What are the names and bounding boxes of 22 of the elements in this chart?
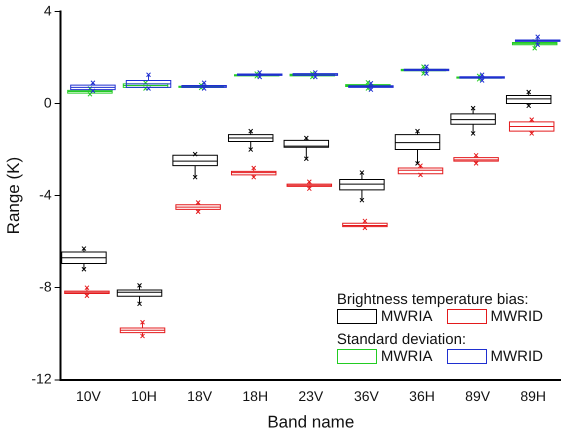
y-tick-label: -4	[39, 186, 52, 202]
legend-label: MWRID	[490, 308, 543, 325]
legend-label: MWRIA	[380, 308, 432, 325]
x-tick-label: 18V	[187, 388, 213, 404]
x-tick-label: 23V	[298, 388, 324, 404]
y-tick-label: -8	[39, 278, 52, 295]
x-axis-title: Band name	[267, 412, 354, 432]
x-tick-label: 36V	[354, 388, 380, 404]
x-tick-label: 10V	[76, 388, 102, 404]
y-tick-label: 0	[44, 94, 52, 110]
y-tick-label: -12	[31, 370, 52, 387]
annotation: Standard deviation:	[336, 331, 468, 348]
y-axis-title: Range (K)	[4, 156, 23, 234]
x-tick-label: 10H	[131, 388, 157, 404]
x-tick-label: 89V	[465, 388, 491, 404]
legend-label: MWRID	[490, 348, 543, 365]
legend-label: MWRIA	[380, 348, 432, 365]
x-tick-label: 18H	[242, 388, 268, 404]
annotation: Brightness temperature bias:	[336, 291, 530, 308]
x-tick-label: 36H	[409, 388, 435, 404]
x-tick-label: 89H	[520, 388, 546, 404]
y-tick-label: 4	[44, 2, 52, 18]
